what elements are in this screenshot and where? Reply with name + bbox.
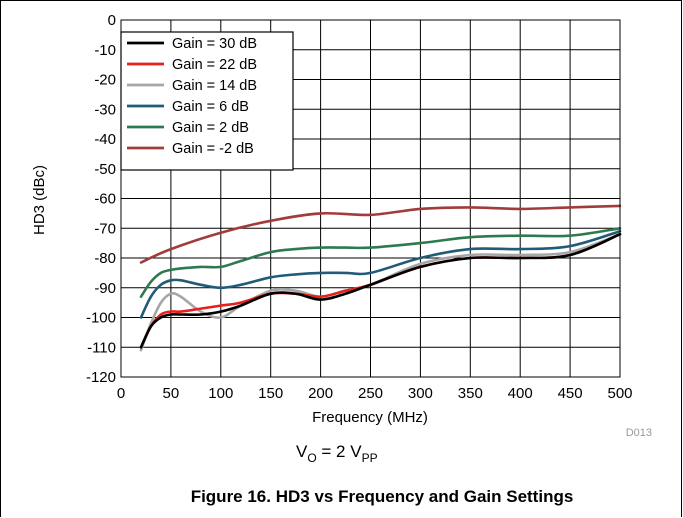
y-tick-label: -60	[94, 191, 116, 208]
y-tick-label: -80	[94, 250, 116, 267]
legend-label: Gain = 6 dB	[172, 99, 249, 115]
x-tick-label: 0	[117, 385, 125, 402]
chart-code: D013	[626, 427, 652, 439]
x-tick-label: 450	[558, 385, 583, 402]
y-tick-label: -50	[94, 161, 116, 178]
legend: Gain = 30 dB Gain = 22 dB Gain = 14 dB Gain…	[120, 31, 294, 171]
x-tick-label: 500	[607, 385, 632, 402]
y-tick-label: -10	[94, 42, 116, 59]
legend-label: Gain = 14 dB	[172, 78, 257, 94]
series-line	[139, 204, 622, 264]
series-line	[139, 232, 622, 349]
y-tick-label: -20	[94, 72, 116, 89]
x-tick-label: 300	[408, 385, 433, 402]
series-line	[139, 227, 622, 298]
y-tick-label: -70	[94, 220, 116, 237]
x-axis-label: Frequency (MHz)	[312, 409, 428, 426]
series-line	[139, 232, 622, 352]
y-tick-label: -90	[94, 280, 116, 297]
x-tick-label: 350	[458, 385, 483, 402]
series-line	[139, 229, 622, 319]
x-tick-label: 200	[308, 385, 333, 402]
x-tick-label: 100	[208, 385, 233, 402]
y-tick-label: -40	[94, 131, 116, 148]
legend-label: Gain = 22 dB	[172, 57, 257, 73]
figure-caption: Figure 16. HD3 vs Frequency and Gain Set…	[191, 487, 574, 506]
series-layer	[139, 204, 622, 352]
legend-label: Gain = 30 dB	[172, 36, 257, 52]
x-tick-labels: 0 50 100 150 200 250 300 350 400 450 500	[117, 385, 633, 402]
x-tick-label: 150	[258, 385, 283, 402]
y-axis-label: HD3 (dBc)	[31, 165, 48, 235]
legend-label: Gain = 2 dB	[172, 120, 249, 136]
y-tick-labels: 0 -10 -20 -30 -40 -50 -60 -70 -80 -90 -100 -110 -120	[86, 12, 116, 386]
x-tick-label: 400	[508, 385, 533, 402]
x-tick-label: 50	[163, 385, 180, 402]
y-tick-label: 0	[108, 12, 116, 29]
y-tick-label: -100	[86, 310, 116, 327]
series-line	[139, 232, 622, 349]
y-tick-label: -30	[94, 101, 116, 118]
y-tick-label: -120	[86, 369, 116, 386]
plot-border	[120, 19, 621, 378]
x-tick-label: 250	[358, 385, 383, 402]
legend-label: Gain = -2 dB	[172, 141, 254, 157]
y-tick-label: -110	[87, 339, 116, 356]
test-condition: VO = 2 VPP	[296, 442, 378, 465]
